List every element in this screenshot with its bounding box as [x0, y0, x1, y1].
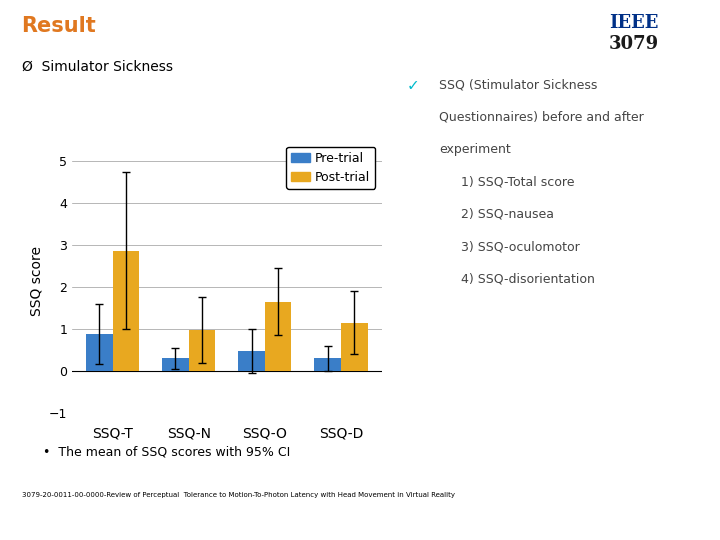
Bar	[162, 359, 189, 371]
Text: IEEE STANDARDS ASSOCIATION: IEEE STANDARDS ASSOCIATION	[11, 514, 229, 527]
Text: 1) SSQ-Total score: 1) SSQ-Total score	[461, 176, 575, 188]
Text: 17: 17	[693, 514, 709, 527]
Bar	[238, 351, 265, 371]
Bar	[189, 330, 215, 371]
Text: ◆IEEE: ◆IEEE	[648, 514, 692, 528]
Bar	[265, 302, 292, 371]
Bar	[341, 323, 367, 371]
Legend: Pre-trial, Post-trial: Pre-trial, Post-trial	[287, 147, 375, 189]
Bar	[86, 334, 113, 371]
Text: 4) SSQ-disorientation: 4) SSQ-disorientation	[461, 273, 595, 286]
Text: 3) SSQ-oculomotor: 3) SSQ-oculomotor	[461, 240, 580, 253]
Text: ✓: ✓	[407, 78, 420, 93]
Text: IEEE: IEEE	[609, 14, 658, 31]
Text: experiment: experiment	[439, 143, 511, 156]
Bar	[113, 251, 140, 371]
Text: 3079-20-0011-00-0000-Review of Perceptual  Tolerance to Motion-To-Photon Latency: 3079-20-0011-00-0000-Review of Perceptua…	[22, 492, 454, 498]
Y-axis label: SSQ score: SSQ score	[30, 246, 43, 316]
Text: SSQ (Stimulator Sickness: SSQ (Stimulator Sickness	[439, 78, 598, 91]
Text: 2) SSQ-nausea: 2) SSQ-nausea	[461, 208, 554, 221]
Text: Result: Result	[22, 16, 96, 36]
Text: 3079: 3079	[608, 35, 659, 53]
Text: •  The mean of SSQ scores with 95% CI: • The mean of SSQ scores with 95% CI	[43, 446, 290, 458]
Text: Ø  Simulator Sickness: Ø Simulator Sickness	[22, 59, 173, 73]
Text: Questionnaires) before and after: Questionnaires) before and after	[439, 111, 644, 124]
Bar	[314, 359, 341, 371]
